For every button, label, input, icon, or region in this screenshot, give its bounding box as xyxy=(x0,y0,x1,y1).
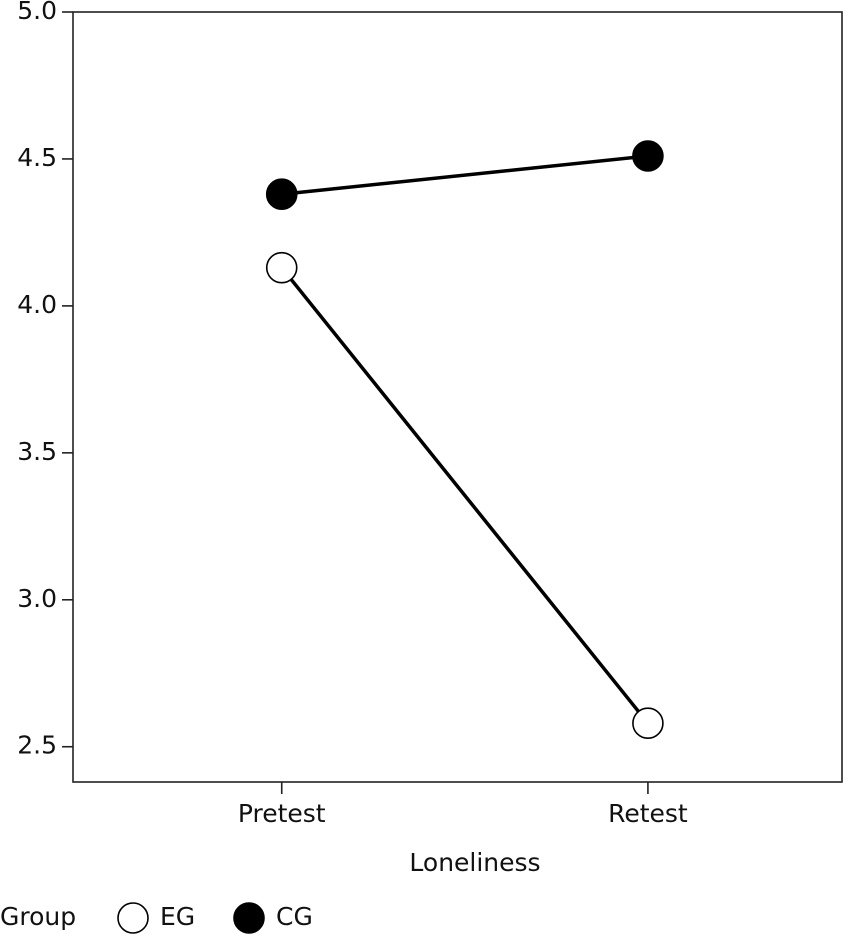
data-point xyxy=(265,178,298,211)
y-tick-label: 4.5 xyxy=(17,143,57,172)
x-tick-label: Retest xyxy=(608,799,688,828)
legend-marker xyxy=(233,902,265,934)
x-axis-label: Loneliness xyxy=(409,848,540,877)
data-point xyxy=(632,707,664,740)
plot-frame xyxy=(72,11,843,783)
y-tick-label: 2.5 xyxy=(17,731,57,760)
series-line xyxy=(280,266,650,725)
y-tick-label: 3.5 xyxy=(17,437,57,466)
legend-marker xyxy=(117,902,149,934)
data-point xyxy=(265,251,298,284)
y-tick-label: 3.0 xyxy=(17,584,57,613)
x-tick-label: Pretest xyxy=(238,799,326,828)
legend-label: EG xyxy=(160,902,195,931)
series-line xyxy=(281,154,649,196)
legend-label: CG xyxy=(276,902,313,931)
y-tick-label: 4.0 xyxy=(17,290,57,319)
y-tick-label: 5.0 xyxy=(17,0,57,25)
data-point xyxy=(632,140,664,172)
legend-title: Group xyxy=(0,902,76,931)
